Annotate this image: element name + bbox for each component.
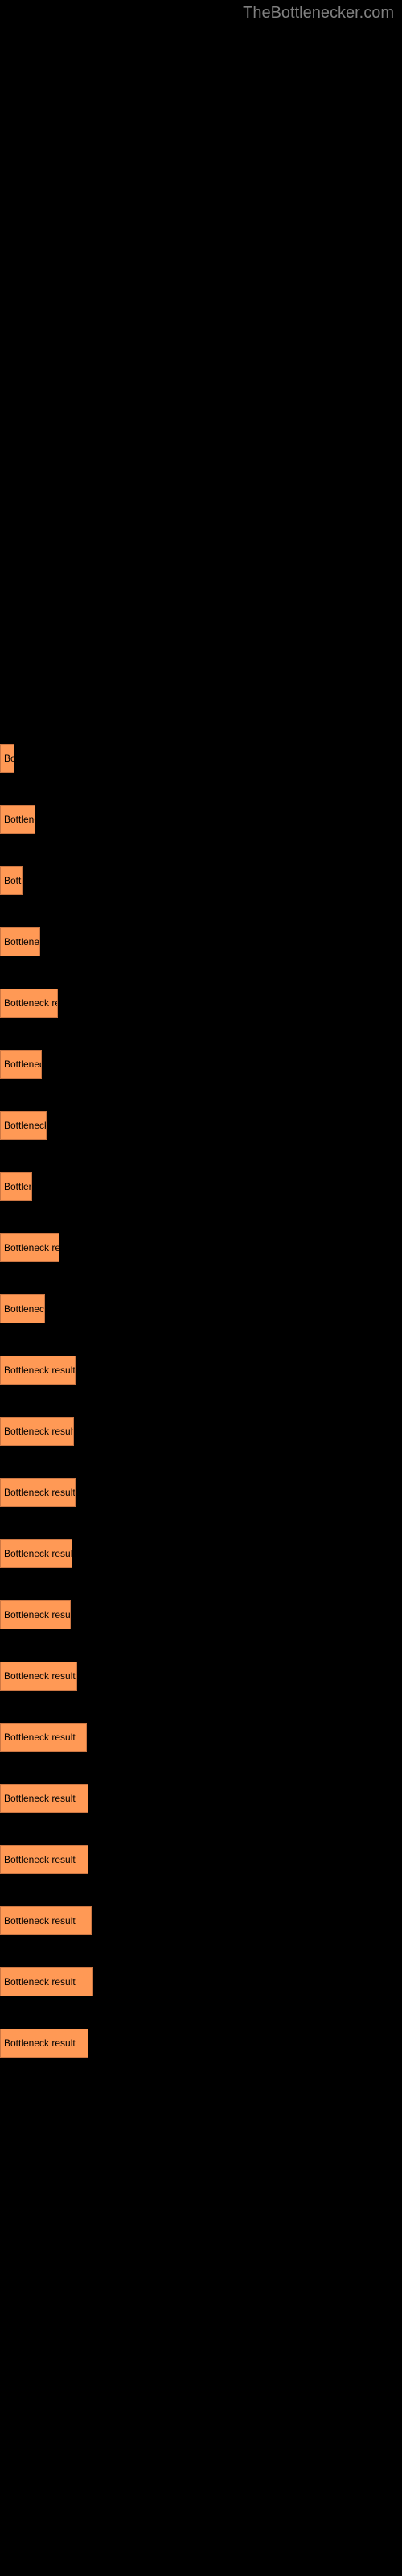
bar-label: Bottleneck resul	[4, 1609, 71, 1620]
chart-bar: Bottleneck	[0, 1111, 47, 1140]
bar-row: Bottleneck result	[0, 1459, 402, 1520]
chart-bar: Bottleneck result	[0, 1478, 76, 1507]
chart-bar: Bottleneck result	[0, 1539, 72, 1568]
chart-bar: Bottleneck result	[0, 1906, 92, 1935]
bar-row: Bottleneck result	[0, 1336, 402, 1397]
bar-chart: Bo Bottlene Bott Bottlened Bottleneck re Bott…	[0, 724, 402, 2070]
bar-row: Bottlene	[0, 786, 402, 847]
bar-row: Bottlened	[0, 1030, 402, 1092]
chart-bar: Bottlenec	[0, 1294, 45, 1323]
bar-row: Bott	[0, 847, 402, 908]
chart-bar: Bottlened	[0, 927, 40, 956]
bar-label: Bottleneck result	[4, 1915, 76, 1926]
chart-bar: Bottleneck resul	[0, 1600, 71, 1629]
bar-row: Bottlen	[0, 1153, 402, 1214]
bar-label: Bottleneck result	[4, 1548, 72, 1559]
chart-bar: Bottleneck result	[0, 1662, 77, 1690]
chart-bar: Bottlen	[0, 1172, 32, 1201]
bar-label: Bottleneck	[4, 1120, 47, 1131]
chart-bar: Bottleneck re	[0, 989, 58, 1018]
bar-label: Bottleneck result	[4, 1976, 76, 1988]
chart-bar: Bottleneck result	[0, 1723, 87, 1752]
bar-row: Bottleneck result	[0, 1765, 402, 1826]
bar-label: Bottleneck result	[4, 1426, 74, 1437]
watermark-text: TheBottlenecker.com	[243, 4, 394, 23]
bar-row: Bottleneck result	[0, 1397, 402, 1459]
bar-label: Bo	[4, 753, 14, 764]
bar-label: Bottleneck result	[4, 1732, 76, 1743]
chart-bar: Bottleneck re	[0, 1233, 59, 1262]
bar-label: Bottleneck result	[4, 1670, 76, 1682]
bar-label: Bottlen	[4, 1181, 32, 1192]
bar-label: Bottleneck result	[4, 1364, 76, 1376]
bar-label: Bottlenec	[4, 1303, 44, 1315]
bar-row: Bottleneck resul	[0, 1581, 402, 1642]
bar-row: Bottleneck result	[0, 1520, 402, 1581]
bar-label: Bottleneck re	[4, 1242, 59, 1253]
chart-bar: Bottleneck result	[0, 1417, 74, 1446]
chart-bar: Bottleneck result	[0, 1784, 88, 1813]
bar-row: Bo	[0, 724, 402, 786]
chart-bar: Bottleneck result	[0, 1967, 93, 1996]
bar-row: Bottleneck	[0, 1092, 402, 1153]
bar-label: Bottleneck re	[4, 997, 58, 1009]
bar-row: Bottleneck result	[0, 1826, 402, 1887]
chart-bar: Bottleneck result	[0, 2029, 88, 2058]
bar-row: Bottleneck result	[0, 1703, 402, 1765]
bar-row: Bottleneck re	[0, 1214, 402, 1275]
bar-label: Bottlened	[4, 936, 40, 947]
bar-label: Bottleneck result	[4, 1487, 76, 1498]
bar-label: Bottleneck result	[4, 1854, 76, 1865]
chart-bar: Bo	[0, 744, 14, 773]
bar-label: Bottlened	[4, 1059, 42, 1070]
bar-label: Bott	[4, 875, 21, 886]
bar-label: Bottleneck result	[4, 2037, 76, 2049]
bar-row: Bottleneck re	[0, 969, 402, 1030]
bar-label: Bottlene	[4, 814, 35, 825]
bar-row: Bottleneck result	[0, 1887, 402, 1948]
bar-row: Bottleneck result	[0, 1642, 402, 1703]
chart-bar: Bott	[0, 866, 23, 895]
bar-row: Bottlened	[0, 908, 402, 969]
bar-row: Bottlenec	[0, 1275, 402, 1336]
chart-bar: Bottlene	[0, 805, 35, 834]
chart-bar: Bottleneck result	[0, 1356, 76, 1385]
chart-bar: Bottlened	[0, 1050, 42, 1079]
chart-bar: Bottleneck result	[0, 1845, 88, 1874]
bar-row: Bottleneck result	[0, 1948, 402, 2009]
bar-label: Bottleneck result	[4, 1793, 76, 1804]
bar-row: Bottleneck result	[0, 2009, 402, 2070]
